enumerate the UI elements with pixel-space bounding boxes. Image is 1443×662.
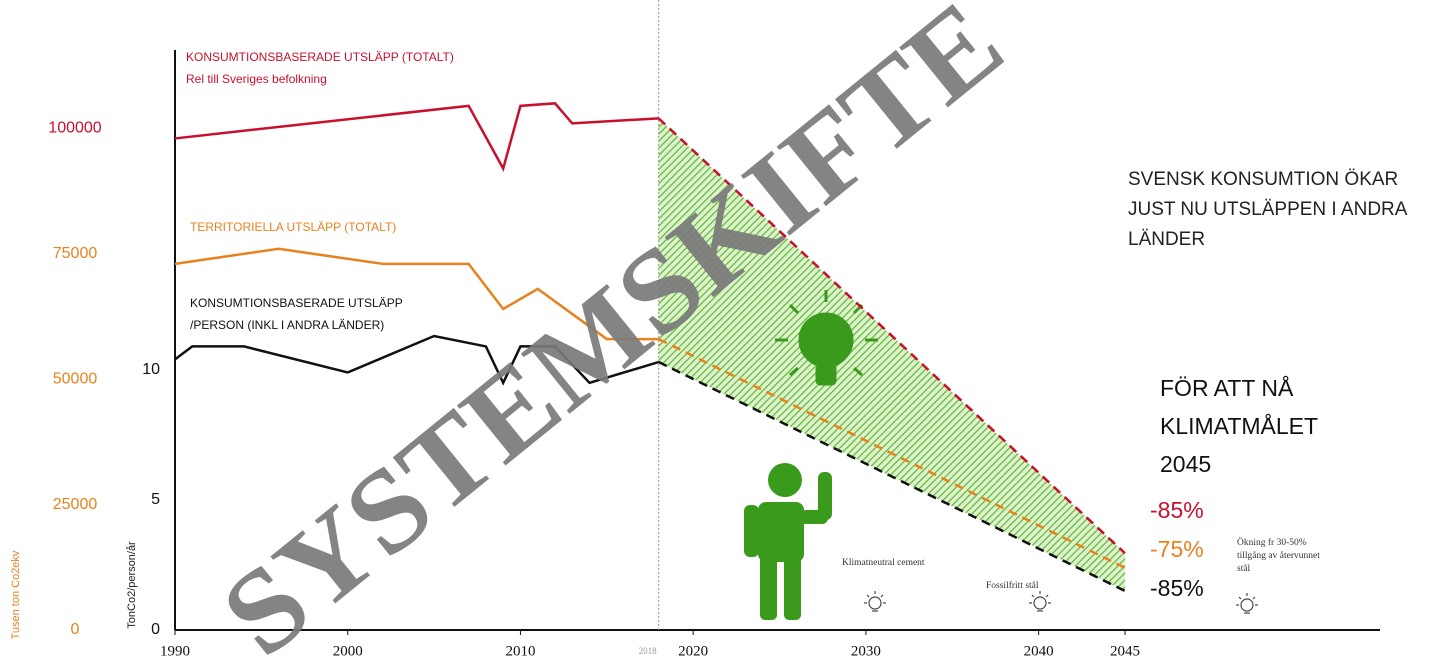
goal-line: KLIMATMÅLET xyxy=(1160,412,1318,439)
y-tick-label: 100000 xyxy=(48,120,101,137)
x-tick-label: 1990 xyxy=(160,643,190,659)
series-label: TERRITORIELLA UTSLÄPP (TOTALT) xyxy=(190,220,396,234)
y2-tick-label: 0 xyxy=(151,621,160,638)
goal-line: 2045 xyxy=(1160,451,1211,477)
note-line: LÄNDER xyxy=(1128,229,1205,250)
reduction-label: -85% xyxy=(1150,497,1204,523)
marker-label: 2018 xyxy=(639,646,658,656)
y2-axis-title: TonCo2/person/år xyxy=(126,541,138,629)
y-axis-title: Tusen ton Co2ekv xyxy=(10,550,22,639)
x-tick-label: 2040 xyxy=(1024,643,1054,659)
y-tick-label: 75000 xyxy=(53,245,98,262)
y2-tick-label: 5 xyxy=(151,491,160,508)
series-label: KONSUMTIONSBASERADE UTSLÄPP xyxy=(190,296,403,310)
series-note: /PERSON (INKL I ANDRA LÄNDER) xyxy=(190,318,384,332)
steel-note: stål xyxy=(1237,563,1251,574)
person-icon xyxy=(744,463,832,620)
y2-tick-label: 10 xyxy=(142,361,160,378)
series-line xyxy=(175,103,659,168)
note-line: JUST NU UTSLÄPPEN I ANDRA xyxy=(1128,199,1408,220)
x-tick-label: 2000 xyxy=(333,643,363,659)
x-tick-label: 2010 xyxy=(505,643,535,659)
chart: 2018199020002010202020302040204502500050… xyxy=(0,0,1443,662)
y-tick-label: 0 xyxy=(71,621,80,638)
series-note: Rel till Sveriges befolkning xyxy=(186,72,327,86)
y-tick-label: 50000 xyxy=(53,370,98,387)
series-label: KONSUMTIONSBASERADE UTSLÄPP (TOTALT) xyxy=(186,50,454,64)
x-tick-label: 2030 xyxy=(851,643,881,659)
y-tick-label: 25000 xyxy=(53,496,98,513)
milestone: Klimatneutral cement xyxy=(842,558,925,568)
x-tick-label: 2020 xyxy=(678,643,708,659)
page: {"chart_data": { "type": "line", "waterm… xyxy=(0,0,1443,662)
goal-line: FÖR ATT NÅ xyxy=(1160,374,1294,401)
note-line: SVENSK KONSUMTION ÖKAR xyxy=(1128,169,1398,190)
steel-note: tillgång av återvunnet xyxy=(1237,550,1320,561)
reduction-label: -85% xyxy=(1150,575,1204,601)
milestone: Fossilfritt stål xyxy=(986,580,1039,591)
x-tick-label: 2045 xyxy=(1110,643,1140,659)
reduction-label: -75% xyxy=(1150,536,1204,562)
steel-note: Ökning fr 30-50% xyxy=(1237,536,1307,548)
